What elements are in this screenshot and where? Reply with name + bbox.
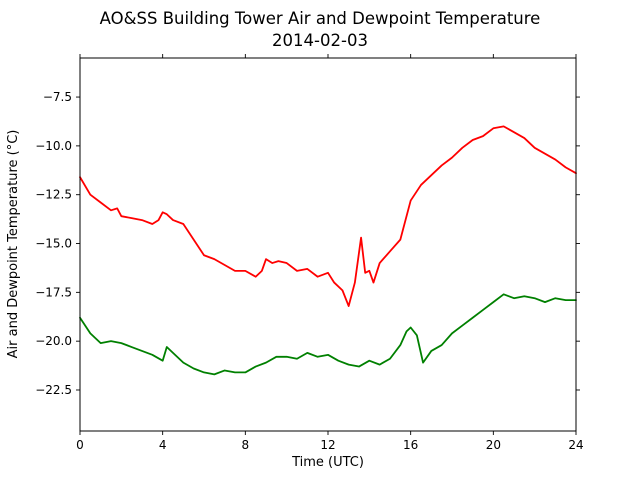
series-line-0 [79,125,577,307]
x-tick-label: 20 [486,438,501,452]
y-tick-label: −12.5 [35,188,72,202]
x-tick-label: 4 [159,438,167,452]
x-tick-label: 24 [568,438,583,452]
chart-title: AO&SS Building Tower Air and Dewpoint Te… [100,9,541,28]
chart-subtitle: 2014-02-03 [272,31,368,50]
y-axis-label: Air and Dewpoint Temperature (°C) [6,130,21,359]
y-tick-label: −22.5 [35,383,72,397]
plot-frame [79,57,577,432]
y-tick-label: −17.5 [35,285,72,299]
tick-layer: 0 4 8 12 16 20 24 −22.5 −20.0 −17.5 −15.0 −12.5 −10.… [35,54,584,452]
series-line-1 [79,293,577,376]
series-layer [79,125,577,376]
x-tick-label: 0 [76,438,84,452]
y-tick-label: −20.0 [35,334,72,348]
x-tick-label: 8 [242,438,250,452]
y-tick-label: −7.5 [43,90,72,104]
x-tick-label: 12 [320,438,335,452]
y-tick-label: −10.0 [35,139,72,153]
x-axis-label: Time (UTC) [291,455,364,470]
x-tick-label: 16 [403,438,418,452]
y-tick-label: −15.0 [35,237,72,251]
